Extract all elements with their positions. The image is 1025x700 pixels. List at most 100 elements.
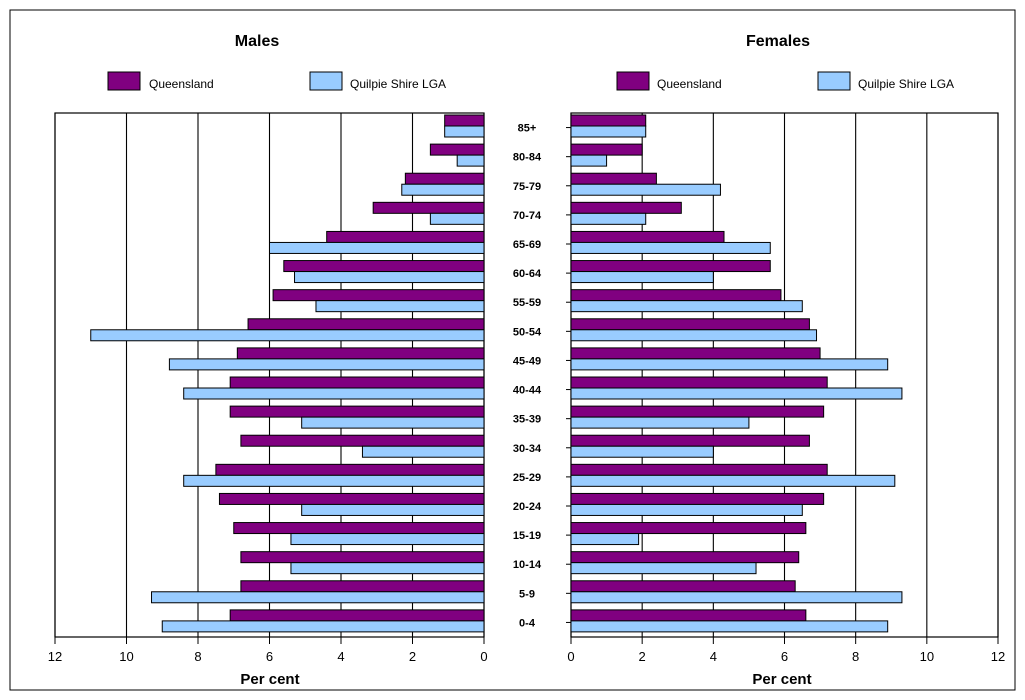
females-x-tick-label-2: 2 <box>639 649 646 664</box>
males-x-tick-label-2: 2 <box>409 649 416 664</box>
category-label-60-64: 60-64 <box>513 268 542 280</box>
females-bar-queensland-25-29 <box>570 463 828 476</box>
females-x-tick-label-0: 0 <box>567 649 574 664</box>
males-bar-quilpie-shire-lga-15-19 <box>290 533 485 546</box>
males-bar-queensland-80-84 <box>429 143 485 156</box>
category-label-80-84: 80-84 <box>513 152 542 164</box>
males-bar-queensland-25-29 <box>215 463 485 476</box>
females-bar-queensland-30-34 <box>570 434 810 447</box>
females-bar-queensland-20-24 <box>570 492 825 505</box>
females-bar-quilpie-shire-lga-5-9 <box>570 591 903 604</box>
females-x-axis-label: Per cent <box>752 671 811 688</box>
females-x-tick-label-8: 8 <box>852 649 859 664</box>
category-label-35-39: 35-39 <box>513 414 541 426</box>
females-bar-queensland-40-44 <box>570 376 828 389</box>
category-label-25-29: 25-29 <box>513 472 541 484</box>
females-bar-quilpie-shire-lga-55-59 <box>570 300 803 313</box>
males-bar-queensland-55-59 <box>272 289 485 302</box>
males-x-tick-label-0: 0 <box>480 649 487 664</box>
males-bar-quilpie-shire-lga-10-14 <box>290 562 485 575</box>
females-legend-label-queensland: Queensland <box>657 77 722 91</box>
females-bar-queensland-80-84 <box>570 143 643 156</box>
females-bar-quilpie-shire-lga-10-14 <box>570 562 757 575</box>
males-panel-title: Males <box>235 33 280 50</box>
males-bar-quilpie-shire-lga-30-34 <box>361 445 485 458</box>
category-label-75-79: 75-79 <box>513 181 541 193</box>
females-bar-quilpie-shire-lga-20-24 <box>570 503 803 516</box>
females-bar-queensland-60-64 <box>570 260 771 273</box>
females-bar-quilpie-shire-lga-65-69 <box>570 241 771 254</box>
females-bar-queensland-15-19 <box>570 522 807 535</box>
males-bar-quilpie-shire-lga-0-4 <box>161 620 485 633</box>
males-bar-quilpie-shire-lga-25-29 <box>183 474 485 487</box>
category-label-15-19: 15-19 <box>513 530 541 542</box>
males-bar-quilpie-shire-lga-20-24 <box>301 503 485 516</box>
males-x-tick-label-10: 10 <box>119 649 133 664</box>
males-bar-queensland-45-49 <box>236 347 485 360</box>
category-label-20-24: 20-24 <box>513 501 542 513</box>
females-bar-quilpie-shire-lga-15-19 <box>570 533 640 546</box>
females-bar-quilpie-shire-lga-45-49 <box>570 358 889 371</box>
males-bar-queensland-10-14 <box>240 551 485 564</box>
females-legend: Queensland Quilpie Shire LGA <box>616 71 954 91</box>
males-bar-queensland-0-4 <box>229 609 485 622</box>
males-bar-quilpie-shire-lga-55-59 <box>315 300 485 313</box>
females-bar-quilpie-shire-lga-30-34 <box>570 445 714 458</box>
males-bar-queensland-75-79 <box>404 172 485 185</box>
males-bar-quilpie-shire-lga-60-64 <box>294 271 485 284</box>
females-bar-queensland-10-14 <box>570 551 800 564</box>
females-bar-queensland-65-69 <box>570 230 725 243</box>
males-bar-quilpie-shire-lga-40-44 <box>183 387 485 400</box>
females-x-tick-label-10: 10 <box>920 649 934 664</box>
males-bar-quilpie-shire-lga-85 <box>444 125 485 138</box>
category-label-45-49: 45-49 <box>513 355 541 367</box>
males-bar-quilpie-shire-lga-45-49 <box>168 358 485 371</box>
category-label-40-44: 40-44 <box>513 385 542 397</box>
females-x-tick-label-6: 6 <box>781 649 788 664</box>
females-bar-queensland-35-39 <box>570 405 825 418</box>
females-panel-title: Females <box>746 33 810 50</box>
females-x-tick-label-4: 4 <box>710 649 717 664</box>
age-group-labels: 85+ 80-84 75-79 70-74 65-69 60-64 55-59 50-54 45… <box>513 123 571 629</box>
males-bar-queensland-65-69 <box>326 230 485 243</box>
males-bar-quilpie-shire-lga-35-39 <box>301 416 485 429</box>
males-bar-queensland-15-19 <box>233 522 485 535</box>
males-bar-queensland-30-34 <box>240 434 485 447</box>
females-bar-quilpie-shire-lga-40-44 <box>570 387 903 400</box>
males-legend-label-quilpie: Quilpie Shire LGA <box>350 77 446 91</box>
category-label-5-9: 5-9 <box>519 588 535 600</box>
females-bar-quilpie-shire-lga-50-54 <box>570 329 818 342</box>
females-legend-swatch-queensland <box>616 71 650 91</box>
males-bar-quilpie-shire-lga-80-84 <box>456 154 485 167</box>
females-bar-quilpie-shire-lga-0-4 <box>570 620 889 633</box>
females-bar-quilpie-shire-lga-80-84 <box>570 154 608 167</box>
females-plot-area: 0 2 4 6 8 10 12 <box>567 112 1005 664</box>
females-bar-queensland-75-79 <box>570 172 657 185</box>
males-legend-label-queensland: Queensland <box>149 77 214 91</box>
category-label-65-69: 65-69 <box>513 239 541 251</box>
males-legend: Queensland Quilpie Shire LGA <box>107 71 446 91</box>
females-bar-queensland-50-54 <box>570 318 810 331</box>
males-bar-queensland-20-24 <box>218 492 485 505</box>
category-label-85: 85+ <box>518 123 537 135</box>
females-bar-quilpie-shire-lga-75-79 <box>570 183 721 196</box>
males-x-tick-label-4: 4 <box>337 649 344 664</box>
males-plot-area: 0 2 4 6 8 10 12 <box>48 112 488 664</box>
males-bar-queensland-40-44 <box>229 376 485 389</box>
category-label-70-74: 70-74 <box>513 210 542 222</box>
females-legend-label-quilpie: Quilpie Shire LGA <box>858 77 954 91</box>
males-x-axis-label: Per cent <box>240 671 299 688</box>
females-bar-quilpie-shire-lga-60-64 <box>570 271 714 284</box>
females-bar-quilpie-shire-lga-25-29 <box>570 474 896 487</box>
males-bar-queensland-85 <box>444 114 485 127</box>
males-bar-quilpie-shire-lga-65-69 <box>269 241 485 254</box>
males-bar-quilpie-shire-lga-50-54 <box>90 329 485 342</box>
males-bar-quilpie-shire-lga-5-9 <box>151 591 485 604</box>
females-bar-queensland-55-59 <box>570 289 782 302</box>
males-x-tick-label-8: 8 <box>194 649 201 664</box>
category-label-50-54: 50-54 <box>513 326 542 338</box>
females-bar-quilpie-shire-lga-35-39 <box>570 416 750 429</box>
females-bar-queensland-70-74 <box>570 201 682 214</box>
males-bar-quilpie-shire-lga-75-79 <box>401 183 485 196</box>
